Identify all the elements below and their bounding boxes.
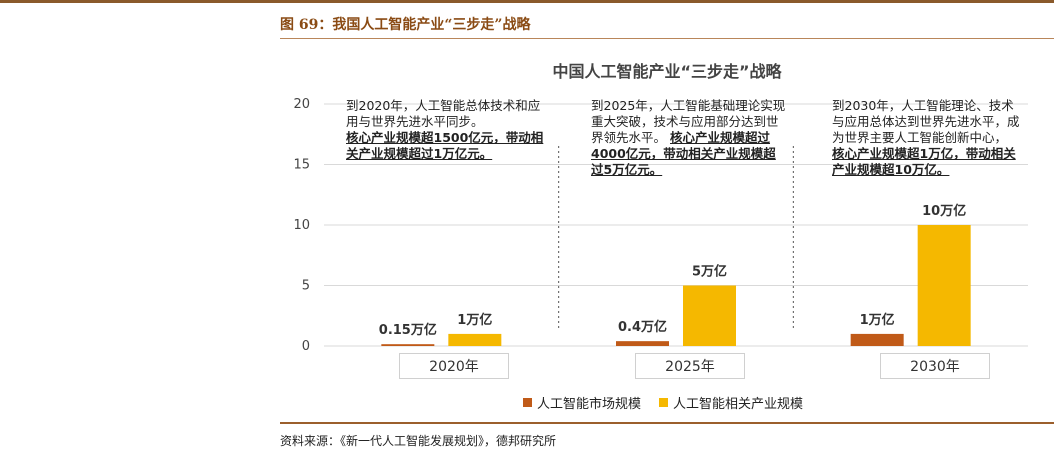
note-2025-bold: 核心产业规模超过4000亿元，带动相关产业规模超过5万亿元。 xyxy=(591,130,776,177)
chart-title: 中国人工智能产业“三步走”战略 xyxy=(552,62,782,81)
chart-svg: 中国人工智能产业“三步走”战略 0 5 10 15 20 0.15万亿 1万亿 0.4万亿 5万亿… xyxy=(293,62,1028,354)
y-tick-label: 5 xyxy=(302,279,310,294)
legend-label-related: 人工智能相关产业规模 xyxy=(673,397,804,412)
note-2030-bold: 核心产业规模超1万亿，带动相关产业规模超10万亿。 xyxy=(832,146,1016,177)
legend-label-market: 人工智能市场规模 xyxy=(537,397,642,412)
bar-market xyxy=(381,344,435,346)
note-2030: 到2030年，人工智能理论、技术与应用总体达到世界先进水平，成为世界主要人工智能… xyxy=(832,98,1022,178)
bar-market xyxy=(850,333,904,346)
data-label: 0.4万亿 xyxy=(618,319,667,335)
source-note: 资料来源：《新一代人工智能发展规划》，德邦研究所 xyxy=(280,434,557,448)
y-tick-label: 15 xyxy=(293,158,310,173)
legend: 人工智能市场规模 人工智能相关产业规模 xyxy=(523,393,803,412)
category-box-2030: 2030年 xyxy=(880,353,990,379)
bar-market xyxy=(616,341,669,346)
bar-related xyxy=(448,333,502,346)
note-2025: 到2025年，人工智能基础理论实现重大突破，技术与应用部分达到世界领先水平。 核… xyxy=(591,98,787,178)
y-tick-label: 0 xyxy=(302,339,310,354)
caption-rule xyxy=(280,38,1054,39)
data-label: 1万亿 xyxy=(457,312,492,328)
data-label: 10万亿 xyxy=(922,203,966,219)
category-box-2020: 2020年 xyxy=(399,353,509,379)
data-label: 0.15万亿 xyxy=(379,322,437,338)
legend-item-related: 人工智能相关产业规模 xyxy=(659,393,803,412)
note-2020: 到2020年，人工智能总体技术和应用与世界先进水平同步。 核心产业规模超1500… xyxy=(346,98,546,162)
note-2020-text: 到2020年，人工智能总体技术和应用与世界先进水平同步。 xyxy=(346,98,541,129)
bar-related xyxy=(917,225,971,346)
figure-caption: 图 69：我国人工智能产业“三步走”战略 xyxy=(280,17,531,33)
chart-area: 中国人工智能产业“三步走”战略 0 5 10 15 20 0.15万亿 1万亿 0.4万亿 5万亿… xyxy=(280,40,1054,420)
category-box-2025: 2025年 xyxy=(635,353,745,379)
data-label: 5万亿 xyxy=(692,264,727,280)
legend-swatch-market xyxy=(523,398,532,407)
bottom-rule xyxy=(280,422,1054,424)
top-rule xyxy=(0,0,1054,3)
legend-item-market: 人工智能市场规模 xyxy=(523,393,641,412)
legend-swatch-related xyxy=(659,398,669,407)
data-label: 1万亿 xyxy=(860,312,895,328)
y-tick-label: 10 xyxy=(293,218,310,233)
note-2030-text: 到2030年，人工智能理论、技术与应用总体达到世界先进水平，成为世界主要人工智能… xyxy=(832,98,1020,145)
y-tick-label: 20 xyxy=(293,97,310,112)
note-2025-text: 到2025年，人工智能基础理论实现重大突破，技术与应用部分达到世界领先水平。 xyxy=(591,98,786,145)
note-2020-bold: 核心产业规模超1500亿元，带动相关产业规模超过1万亿元。 xyxy=(346,130,544,161)
bar-related xyxy=(683,285,736,346)
